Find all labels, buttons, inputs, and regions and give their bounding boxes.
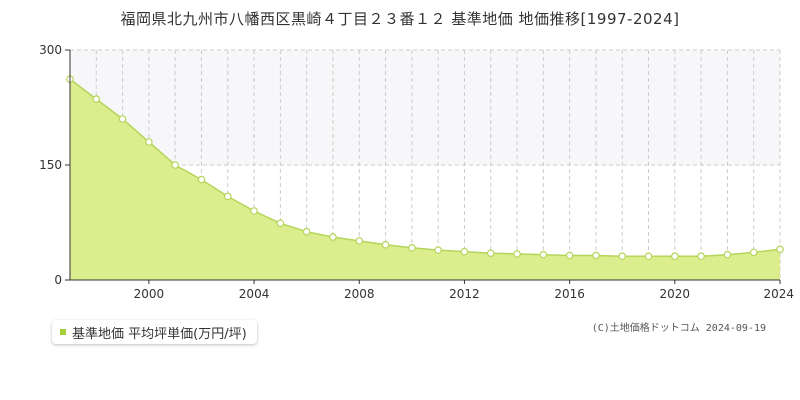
- axes: [65, 49, 781, 284]
- legend: 基準地価 平均坪単価(万円/坪): [52, 320, 257, 344]
- y-tick-label-0: 0: [54, 273, 62, 287]
- x-tick-label-2008: 2008: [344, 287, 375, 301]
- y-tick-label-300: 300: [39, 43, 62, 57]
- data-point-2012: [460, 247, 469, 256]
- data-point-2013: [486, 249, 495, 257]
- y-tick-label-150: 150: [39, 158, 62, 172]
- x-tick-label-2024: 2024: [763, 287, 794, 301]
- data-point-2020: [671, 252, 679, 261]
- legend-label: 基準地価 平均坪単価(万円/坪): [72, 326, 247, 342]
- data-point-1998: [92, 95, 101, 103]
- data-point-2016: [565, 251, 574, 260]
- data-point-2011: [434, 246, 442, 254]
- data-point-2021: [697, 252, 705, 261]
- data-point-2009: [381, 240, 390, 249]
- copyright-text: (C)土地価格ドットコム 2024-09-19: [591, 323, 766, 334]
- x-tick-label-2016: 2016: [554, 287, 585, 301]
- data-point-2000: [145, 138, 153, 146]
- series-area: [70, 79, 780, 280]
- series-line: [69, 78, 781, 257]
- data-point-2019: [644, 252, 653, 261]
- data-point-2018: [618, 252, 627, 261]
- data-point-1999: [118, 115, 127, 123]
- upper-band: [70, 50, 780, 165]
- data-point-2007: [329, 233, 337, 241]
- data-point-2015: [539, 250, 548, 259]
- data-point-2002: [197, 175, 206, 184]
- x-tick-label-2020: 2020: [660, 287, 691, 301]
- data-point-2022: [723, 250, 732, 259]
- data-point-2004: [250, 207, 258, 215]
- legend-swatch-icon: [60, 329, 66, 335]
- data-point-2005: [276, 219, 285, 228]
- data-point-2008: [355, 237, 364, 245]
- data-point-2023: [749, 248, 758, 257]
- data-point-2024: [776, 245, 784, 254]
- data-point-2017: [592, 251, 600, 260]
- data-point-2014: [513, 250, 521, 258]
- x-tick-label-2000: 2000: [134, 287, 165, 301]
- data-point-2001: [171, 161, 179, 169]
- chart-title: 福岡県北九州市八幡西区黒崎４丁目２３番１２ 基準地価 地価推移[1997-202…: [120, 10, 680, 28]
- x-tick-label-2004: 2004: [239, 287, 270, 301]
- x-tick-label-2012: 2012: [449, 287, 480, 301]
- data-point-2003: [223, 192, 232, 201]
- tick-labels: 0 150 300 2000 2004 2008 2012 2016 2020 2024: [39, 43, 794, 301]
- data-markers: [66, 75, 784, 261]
- data-point-2010: [408, 244, 416, 252]
- data-point-2006: [302, 227, 311, 236]
